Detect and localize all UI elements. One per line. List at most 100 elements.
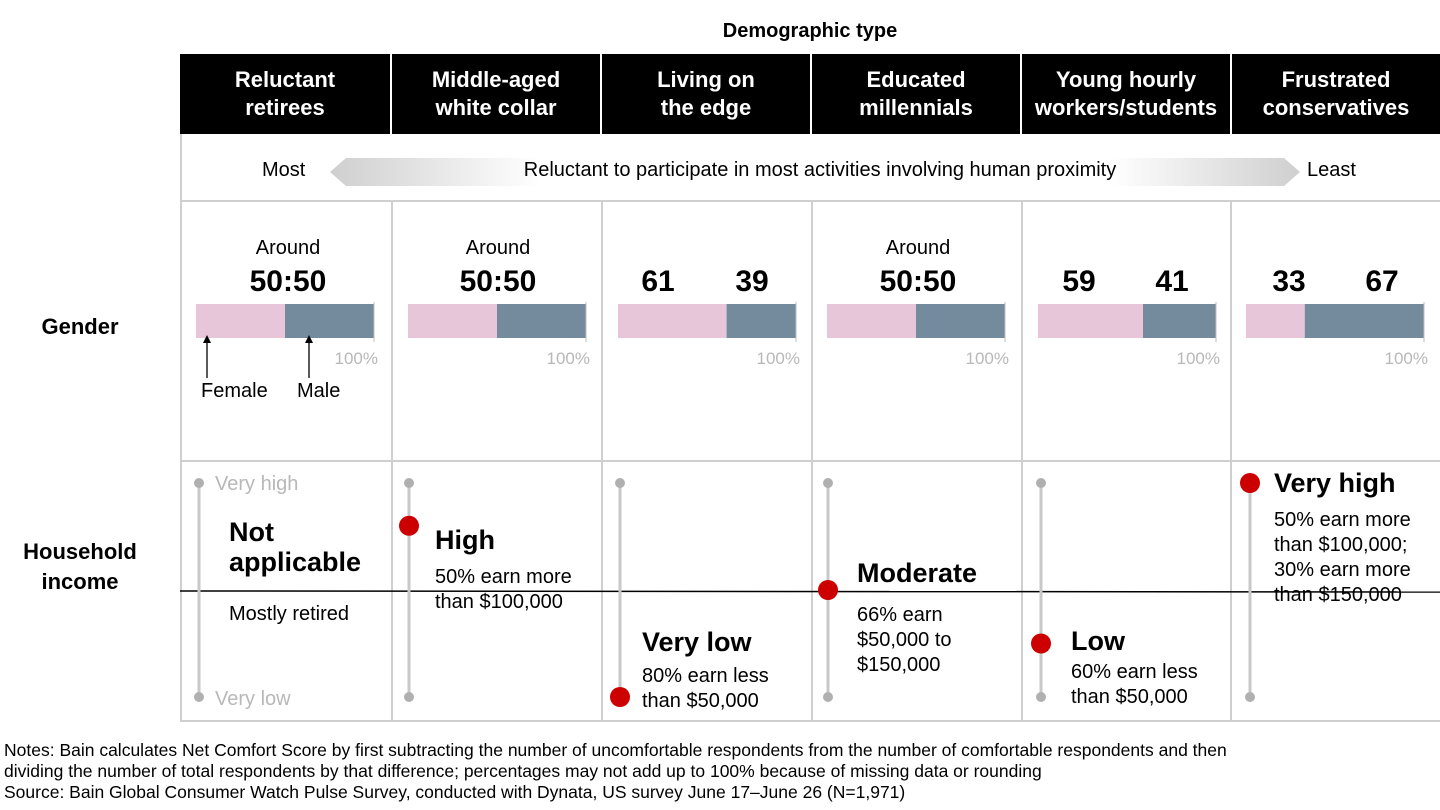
income-scale-top-dot <box>194 478 204 488</box>
column-divider <box>391 202 393 720</box>
gender-ratio-label-1: 50:50 <box>459 265 537 298</box>
legend-female-label: Female <box>201 380 268 402</box>
income-desc-3: 66% earn $50,000 to $150,000 <box>857 603 952 678</box>
super-header: Demographic type <box>722 20 898 42</box>
segment-name-line1: Educated <box>866 67 966 92</box>
gender-ratio-label-3: 50:50 <box>879 265 957 298</box>
gender-around-label-1: Around <box>465 237 531 259</box>
gender-bar-female <box>196 304 285 338</box>
income-scale-bottom-dot <box>1036 692 1046 702</box>
income-desc-line: 66% earn <box>857 604 943 626</box>
gender-axis-end-label: 100% <box>547 349 590 368</box>
income-scale-top-dot <box>615 478 625 488</box>
segment-name-line1: Middle-aged <box>431 67 561 92</box>
segment-header-5: Frustrated conservatives <box>1232 54 1440 134</box>
legend-male-label: Male <box>297 380 341 402</box>
segment-name-line2: the edge <box>660 95 752 120</box>
income-title-4: Low <box>1071 626 1125 656</box>
gender-bar-male <box>285 304 374 338</box>
income-level-marker <box>818 580 838 600</box>
gender-bar-female <box>1246 304 1305 338</box>
legend-arrowhead-male <box>305 335 313 343</box>
gender-axis-end-label: 100% <box>966 349 1009 368</box>
header-divider <box>810 54 812 134</box>
income-desc-line: than $100,000 <box>435 591 563 613</box>
row-label-gender: Gender <box>41 314 119 339</box>
gender-ratio-label-0: 50:50 <box>249 265 327 298</box>
income-scale-bottom-dot <box>823 692 833 702</box>
proximity-most-label: Most <box>262 159 306 181</box>
income-desc-line: 80% earn less <box>642 665 769 687</box>
gender-bar-male <box>916 304 1005 338</box>
income-desc-line: $50,000 to <box>857 629 952 651</box>
income-chart <box>179 473 1440 707</box>
income-desc-line: than $150,000 <box>1274 584 1402 606</box>
income-title-2: Very low <box>642 627 752 657</box>
income-title-3: Moderate <box>857 558 978 588</box>
income-scale-top-dot <box>404 478 414 488</box>
income-title-1: High <box>435 525 495 555</box>
gender-bar-male <box>726 304 796 338</box>
gender-male-value-5: 67 <box>1365 265 1399 298</box>
segment-name-line2: workers/students <box>1034 95 1218 120</box>
income-desc-line: than $100,000; <box>1274 534 1408 556</box>
income-title-line1: Not <box>229 517 274 547</box>
segment-header-1: Middle-aged white collar <box>392 54 600 134</box>
income-desc-line: 60% earn less <box>1071 661 1198 683</box>
gender-bar-female <box>1038 304 1144 338</box>
income-scale-bottom-dot <box>194 692 204 702</box>
gender-bar-female <box>827 304 916 338</box>
segment-header-2: Living on the edge <box>602 54 810 134</box>
header-divider <box>1020 54 1022 134</box>
income-title-5: Very high <box>1274 468 1396 498</box>
row-label-income: Household income <box>0 537 160 597</box>
income-title-line2: applicable <box>229 547 362 577</box>
segment-name-line2: retirees <box>245 95 325 120</box>
frame-left-border <box>180 134 182 722</box>
gender-around-label-3: Around <box>885 237 951 259</box>
column-divider <box>601 202 603 720</box>
notes-line-1: Notes: Bain calculates Net Comfort Score… <box>4 740 1227 760</box>
income-scale-bottom-dot <box>1245 692 1255 702</box>
income-midline <box>179 590 1440 593</box>
frame-row-divider <box>180 200 1440 202</box>
gender-axis-end-label: 100% <box>335 349 378 368</box>
segment-header-3: Educated millennials <box>812 54 1020 134</box>
header-divider <box>600 54 602 134</box>
income-scale-top-dot <box>823 478 833 488</box>
segment-header-0: Reluctant retirees <box>180 54 390 134</box>
income-desc-0: Mostly retired <box>229 603 350 625</box>
gender-around-label-0: Around <box>255 237 321 259</box>
income-desc-4: 60% earn less than $50,000 <box>1071 660 1198 710</box>
column-divider <box>811 202 813 720</box>
proximity-description: Reluctant to participate in most activit… <box>523 159 1117 181</box>
frame-bottom-border <box>180 720 1440 722</box>
income-desc-2: 80% earn less than $50,000 <box>642 664 769 714</box>
gender-bar-male <box>1304 304 1424 338</box>
gender-female-value-2: 61 <box>641 265 675 298</box>
frame-row-divider <box>180 460 1440 462</box>
header-divider <box>1230 54 1232 134</box>
gender-bar-male <box>1143 304 1216 338</box>
income-desc-line: 50% earn more <box>1274 509 1411 531</box>
income-desc-5: 50% earn more than $100,000; 30% earn more… <box>1274 508 1411 608</box>
income-desc-line: than $50,000 <box>642 690 759 712</box>
arrow-right-shape <box>1110 158 1300 186</box>
segment-name-line2: conservatives <box>1262 95 1410 120</box>
income-scale-bottom-dot <box>404 692 414 702</box>
notes-line-2: dividing the number of total respondents… <box>4 761 1042 781</box>
source-line: Source: Bain Global Consumer Watch Pulse… <box>4 782 906 802</box>
segment-name-line1: Living on <box>657 67 755 92</box>
income-level-marker <box>1240 473 1260 493</box>
income-scale-high-label: Very high <box>215 473 299 495</box>
income-desc-line: 50% earn more <box>435 566 572 588</box>
gender-axis-end-label: 100% <box>1177 349 1220 368</box>
gender-axis-end-label: 100% <box>757 349 800 368</box>
legend-arrowhead-female <box>203 335 211 343</box>
gender-bar-female <box>408 304 497 338</box>
gender-legend-arrows <box>203 335 313 378</box>
income-desc-line: than $50,000 <box>1071 686 1188 708</box>
segment-name-line1: Reluctant <box>234 67 336 92</box>
column-divider <box>1230 202 1232 720</box>
header-divider <box>390 54 392 134</box>
